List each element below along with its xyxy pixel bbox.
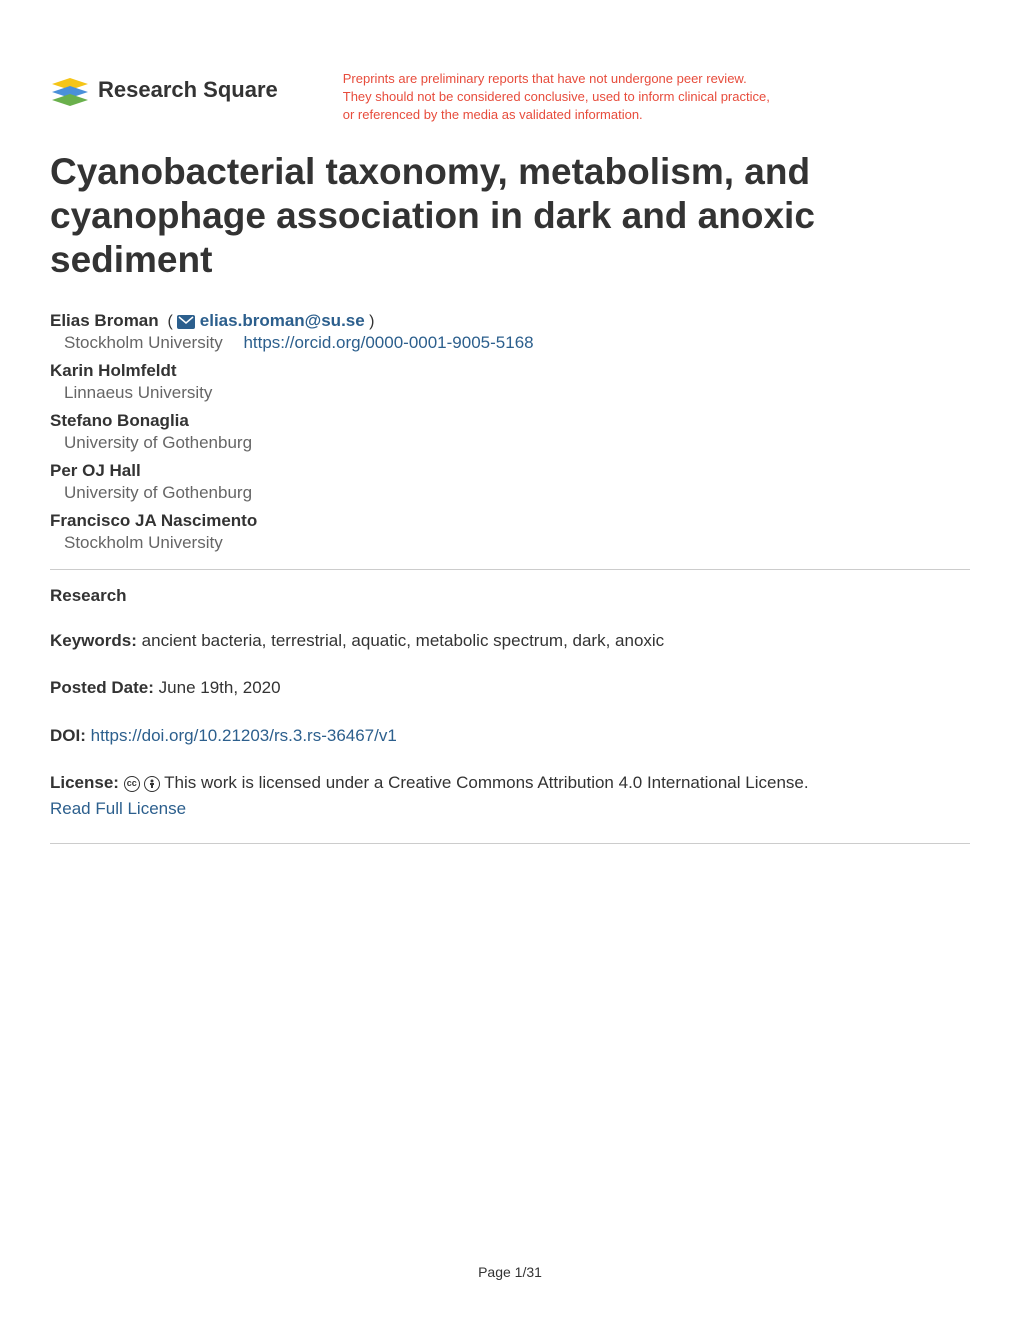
author-block: Francisco JA Nascimento Stockholm Univer… xyxy=(50,511,970,553)
logo[interactable]: Research Square xyxy=(50,70,278,110)
author-name: Karin Holmfeldt xyxy=(50,361,177,380)
posted-date-row: Posted Date: June 19th, 2020 xyxy=(50,675,970,701)
affiliation-text: Stockholm University xyxy=(64,333,223,352)
author-block: Karin Holmfeldt Linnaeus University xyxy=(50,361,970,403)
license-text: This work is licensed under a Creative C… xyxy=(164,773,808,792)
author-block: Stefano Bonaglia University of Gothenbur… xyxy=(50,411,970,453)
page-number: Page 1/31 xyxy=(478,1264,542,1280)
section-divider xyxy=(50,569,970,570)
orcid-link[interactable]: https://orcid.org/0000-0001-9005-5168 xyxy=(243,333,533,352)
license-label: License: xyxy=(50,773,119,792)
research-square-logo-icon xyxy=(50,70,90,110)
doi-label: DOI: xyxy=(50,726,86,745)
doi-row: DOI: https://doi.org/10.21203/rs.3.rs-36… xyxy=(50,723,970,749)
license-row: License: cc This work is licensed under … xyxy=(50,770,970,821)
author-affiliation: University of Gothenburg xyxy=(50,483,970,503)
keywords-row: Keywords: ancient bacteria, terrestrial,… xyxy=(50,628,970,654)
license-link[interactable]: Read Full License xyxy=(50,799,186,818)
cc-icon: cc xyxy=(124,776,140,792)
cc-by-icon xyxy=(144,776,160,792)
header-row: Research Square Preprints are preliminar… xyxy=(50,70,970,125)
author-affiliation: Stockholm University xyxy=(50,533,970,553)
email-icon xyxy=(177,315,195,329)
disclaimer-text: Preprints are preliminary reports that h… xyxy=(343,70,773,125)
author-affiliation: Stockholm University https://orcid.org/0… xyxy=(50,333,970,353)
author-name: Per OJ Hall xyxy=(50,461,141,480)
author-block: Elias Broman ( elias.broman@su.se ) Stoc… xyxy=(50,311,970,353)
posted-date-text: June 19th, 2020 xyxy=(159,678,281,697)
article-title: Cyanobacterial taxonomy, metabolism, and… xyxy=(50,150,970,283)
doi-link[interactable]: https://doi.org/10.21203/rs.3.rs-36467/v… xyxy=(91,726,397,745)
article-type: Research xyxy=(50,586,970,606)
keywords-label: Keywords: xyxy=(50,631,137,650)
cc-icons: cc xyxy=(124,776,160,792)
author-name: Stefano Bonaglia xyxy=(50,411,189,430)
author-name: Elias Broman xyxy=(50,311,159,330)
keywords-text: ancient bacteria, terrestrial, aquatic, … xyxy=(142,631,665,650)
author-name: Francisco JA Nascimento xyxy=(50,511,257,530)
email-container: ( elias.broman@su.se ) xyxy=(163,313,374,330)
author-email-link[interactable]: elias.broman@su.se xyxy=(200,311,365,330)
posted-date-label: Posted Date: xyxy=(50,678,154,697)
author-affiliation: University of Gothenburg xyxy=(50,433,970,453)
logo-text: Research Square xyxy=(98,77,278,103)
author-block: Per OJ Hall University of Gothenburg xyxy=(50,461,970,503)
section-divider xyxy=(50,843,970,844)
author-affiliation: Linnaeus University xyxy=(50,383,970,403)
authors-section: Elias Broman ( elias.broman@su.se ) Stoc… xyxy=(50,311,970,553)
